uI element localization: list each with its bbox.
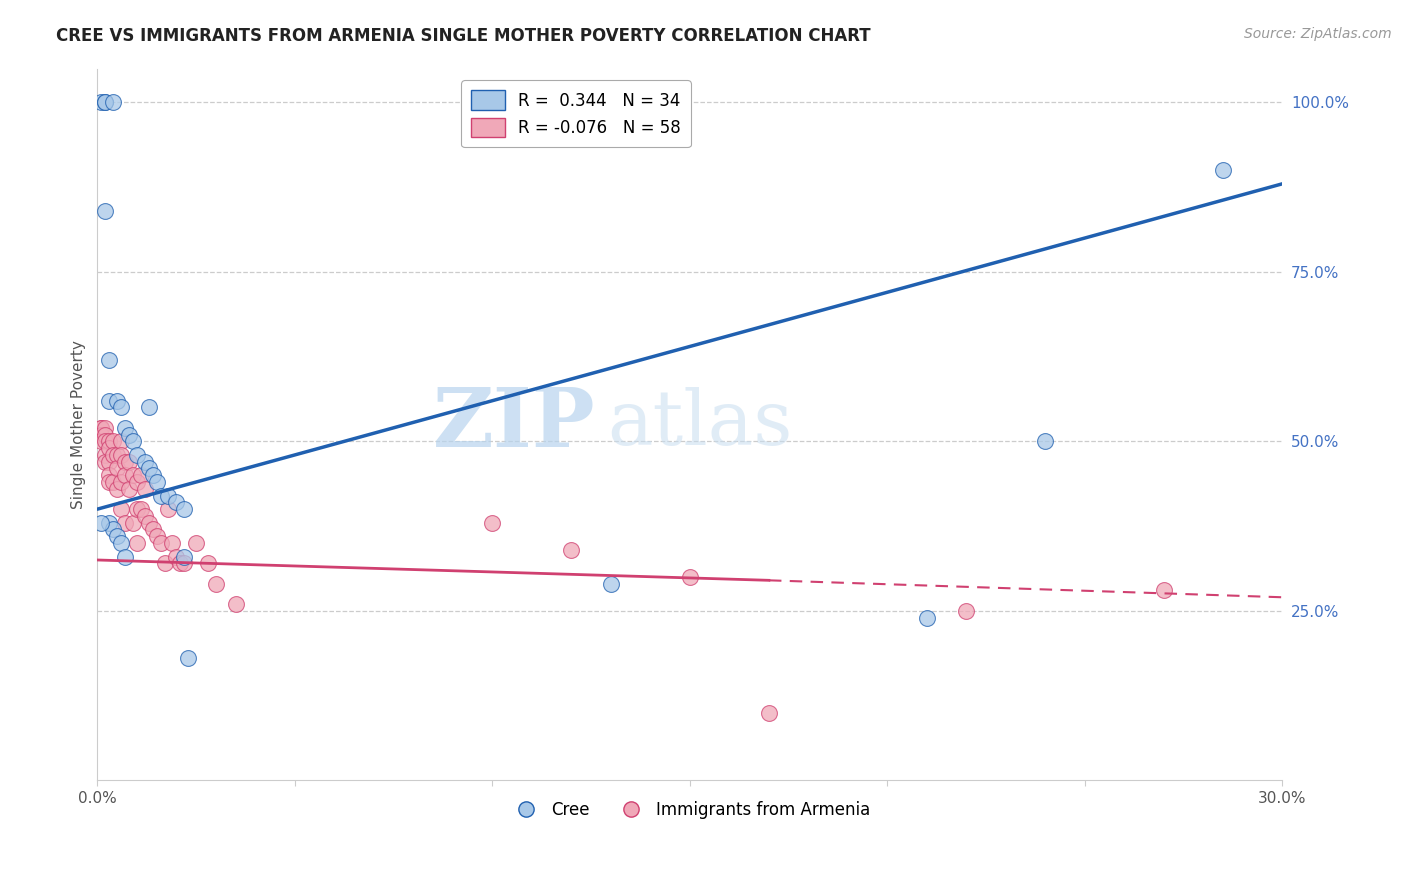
Point [145,529,167,543]
Point [105,529,128,543]
Point [481,516,503,530]
Point [118,482,141,496]
Point [94,448,117,462]
Point [138,401,160,415]
Point [98,516,121,530]
Point [101,434,124,449]
Point [94,95,117,110]
Point [110,536,132,550]
Point [134,482,156,496]
Point [114,468,136,483]
Point [94,427,117,442]
Point [114,455,136,469]
Point [114,421,136,435]
Point [90,434,112,449]
Point [125,502,148,516]
Point [157,489,180,503]
Point [114,549,136,564]
Point [101,475,124,489]
Text: CREE VS IMMIGRANTS FROM ARMENIA SINGLE MOTHER POVERTY CORRELATION CHART: CREE VS IMMIGRANTS FROM ARMENIA SINGLE M… [56,27,870,45]
Y-axis label: Single Mother Poverty: Single Mother Poverty [72,340,86,508]
Point [90,421,112,435]
Point [101,95,124,110]
Point [1035,434,1057,449]
Point [110,502,132,516]
Point [184,536,207,550]
Point [90,95,112,110]
Point [90,516,112,530]
Point [134,508,156,523]
Text: ZIP: ZIP [433,384,595,465]
Legend: Cree, Immigrants from Armenia: Cree, Immigrants from Armenia [503,794,877,825]
Text: Source: ZipAtlas.com: Source: ZipAtlas.com [1244,27,1392,41]
Point [1153,583,1175,598]
Point [149,489,172,503]
Point [142,468,165,483]
Point [560,542,582,557]
Point [165,549,187,564]
Point [110,475,132,489]
Point [105,482,128,496]
Point [98,353,121,368]
Point [125,448,148,462]
Point [105,393,128,408]
Point [138,461,160,475]
Point [758,706,780,720]
Point [98,468,121,483]
Point [134,455,156,469]
Point [114,516,136,530]
Point [118,427,141,442]
Point [90,421,112,435]
Point [177,651,200,665]
Point [1212,163,1234,178]
Point [169,557,191,571]
Point [94,421,117,435]
Point [125,536,148,550]
Point [101,448,124,462]
Point [157,502,180,516]
Point [122,468,145,483]
Point [94,95,117,110]
Text: atlas: atlas [607,387,793,461]
Point [173,557,195,571]
Point [125,475,148,489]
Point [205,576,228,591]
Point [118,455,141,469]
Point [98,434,121,449]
Point [98,475,121,489]
Point [110,401,132,415]
Point [98,441,121,455]
Point [153,557,176,571]
Point [165,495,187,509]
Point [915,610,938,624]
Point [98,393,121,408]
Point [122,434,145,449]
Point [162,536,184,550]
Point [955,604,977,618]
Point [142,523,165,537]
Point [129,468,152,483]
Point [101,523,124,537]
Point [105,461,128,475]
Point [94,455,117,469]
Point [149,536,172,550]
Point [90,427,112,442]
Point [225,597,247,611]
Point [94,434,117,449]
Point [600,576,623,591]
Point [138,516,160,530]
Point [173,502,195,516]
Point [105,448,128,462]
Point [679,570,702,584]
Point [110,434,132,449]
Point [110,448,132,462]
Point [98,455,121,469]
Point [197,557,219,571]
Point [122,516,145,530]
Point [94,203,117,218]
Point [145,475,167,489]
Point [129,502,152,516]
Point [173,549,195,564]
